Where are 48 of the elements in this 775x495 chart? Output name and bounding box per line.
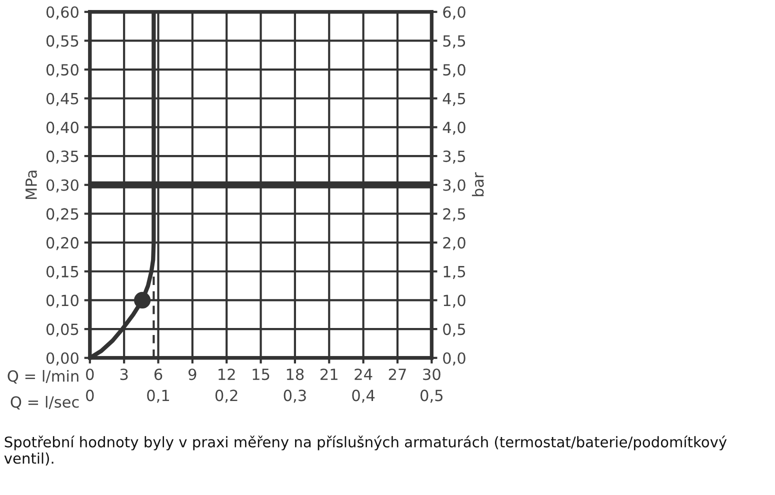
y-tick-label: 0,45: [46, 92, 78, 106]
text: Spotřební hodnoty byly v praxi měřeny na příslušných armaturách (termostat/baterie/podomítkový ventil).: [4, 436, 727, 466]
x-tick-label: 15: [252, 368, 270, 380]
y2-tick-label: 2,5: [443, 208, 466, 222]
y2-tick-label: 4,0: [442, 122, 466, 135]
y2-axis-title: bar: [472, 172, 484, 196]
y-tick-label: 0,50: [46, 64, 78, 78]
y-tick-label: 0,10: [46, 294, 78, 308]
y2-tick-label: 0,0: [443, 352, 466, 366]
y-tick-label: 0,30: [46, 179, 78, 192]
y2-tick-label: 6,0: [443, 6, 466, 20]
y-tick-label: 0,15: [46, 266, 78, 279]
y2-tick-label: 3,0: [443, 179, 466, 192]
x2-tick-label: 0: [86, 390, 94, 402]
y-tick-label: 0,00: [46, 352, 78, 366]
x-tick-label: 24: [354, 368, 372, 380]
y2-tick-label: 5,0: [443, 64, 466, 78]
x2-tick-label: 0,5: [420, 390, 442, 403]
y2-tick-label: 1,5: [444, 266, 466, 279]
x-tick-label: 0: [86, 368, 94, 380]
y-axis-title: MPa: [26, 170, 37, 199]
x2-tick-label: 0,4: [352, 390, 375, 403]
y2-tick-label: 3,5: [443, 150, 466, 164]
x-tick-label: 21: [320, 368, 338, 380]
y-tick-label: 0,60: [46, 6, 78, 20]
y2-tick-label: 0,5: [443, 324, 466, 337]
x-tick-label: 12: [218, 368, 235, 380]
x-tick-label: 18: [286, 368, 304, 380]
x-tick-label: 9: [188, 368, 196, 380]
y-tick-label: 0,55: [46, 35, 78, 48]
y-tick-label: 0,25: [46, 208, 78, 222]
x-tick-label: 3: [120, 368, 128, 380]
x2-tick-label: 0,2: [215, 390, 238, 403]
y2-tick-label: 5,5: [443, 35, 466, 48]
x2-axis-title: Q = l/sec: [10, 396, 79, 410]
y2-tick-label: 1,0: [444, 294, 466, 308]
y-tick-label: 0,05: [46, 324, 78, 337]
x-tick-label: 6: [154, 368, 162, 380]
y2-tick-label: 2,0: [443, 237, 466, 250]
y-tick-label: 0,40: [46, 122, 78, 135]
x2-tick-label: 0,3: [284, 390, 306, 403]
x-tick-label: 30: [423, 368, 440, 380]
y-tick-label: 0,35: [46, 150, 78, 164]
x-axis-title: Q = l/min: [8, 370, 78, 384]
x2-tick-label: 0,1: [147, 390, 169, 403]
y2-tick-label: 4,5: [442, 93, 466, 106]
y-tick-label: 0,20: [46, 237, 78, 250]
x-tick-label: 27: [388, 368, 406, 380]
